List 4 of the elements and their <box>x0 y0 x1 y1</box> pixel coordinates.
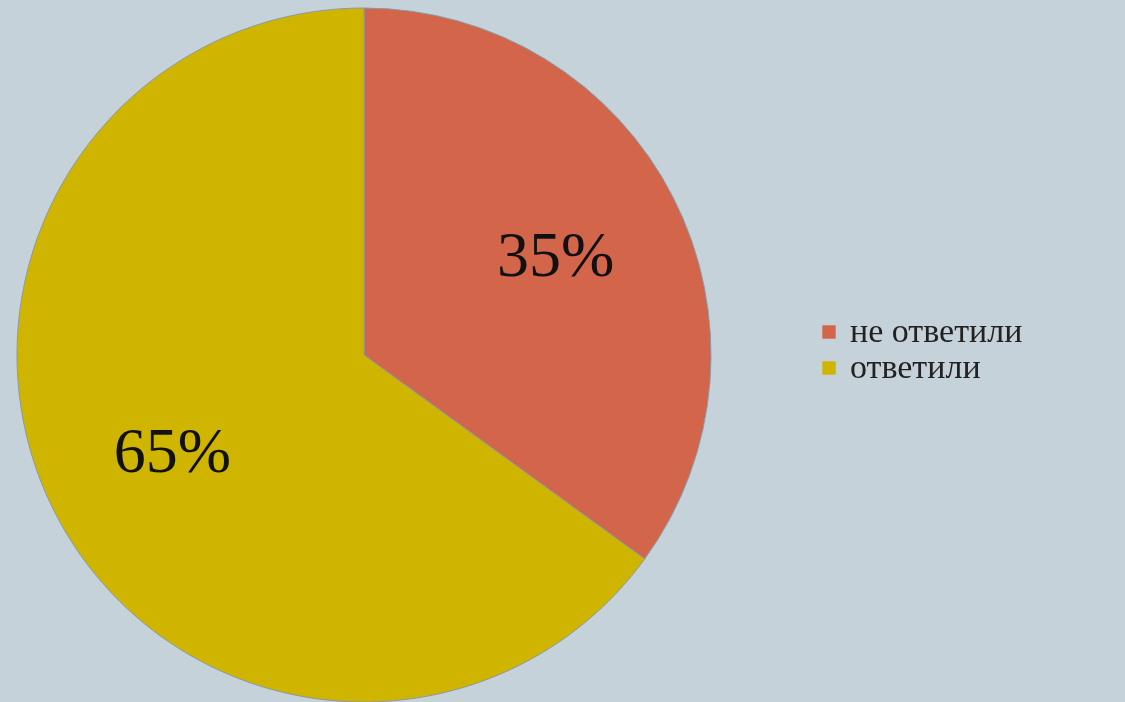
legend-label: не ответили <box>850 312 1023 349</box>
legend-label: ответили <box>850 348 981 385</box>
data-label: 35% <box>497 219 615 291</box>
data-label: 65% <box>113 414 231 486</box>
